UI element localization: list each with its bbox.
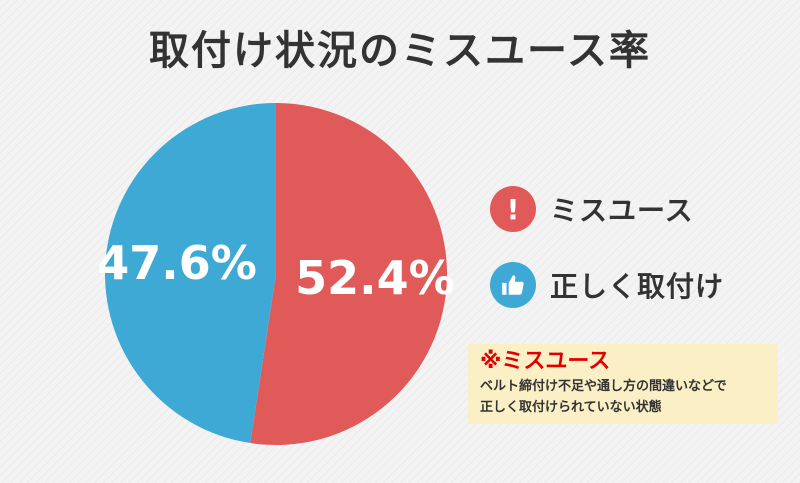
note-title: ※ミスユース [480, 349, 611, 374]
pie-labels: 52.4% 47.6% [97, 236, 454, 305]
pie-label-correct: 47.6% [97, 236, 257, 290]
exclamation-icon: ! [490, 186, 536, 232]
pie-label-misuse: 52.4% [295, 251, 455, 305]
note-line-1: ベルト締付け不足や通し方の間違いなどで [480, 379, 727, 394]
legend-label-correct: 正しく取付け [550, 270, 725, 303]
legend-item-misuse: ! ミスユース [490, 186, 694, 232]
pie-slices [105, 103, 447, 445]
legend-label-misuse: ミスユース [550, 194, 694, 227]
note-line-2: 正しく取付けられていない状態 [480, 400, 662, 415]
chart-title: 取付け状況のミスユース率 [149, 28, 651, 74]
legend-item-correct: 正しく取付け [490, 262, 724, 308]
pie-slice-correct [105, 103, 277, 444]
misuse-definition-note: ※ミスユース ベルト締付け不足や通し方の間違いなどで 正しく取付けられていない状… [468, 344, 778, 424]
pie-slice-misuse [250, 103, 447, 445]
thumbs-up-icon [490, 262, 536, 308]
